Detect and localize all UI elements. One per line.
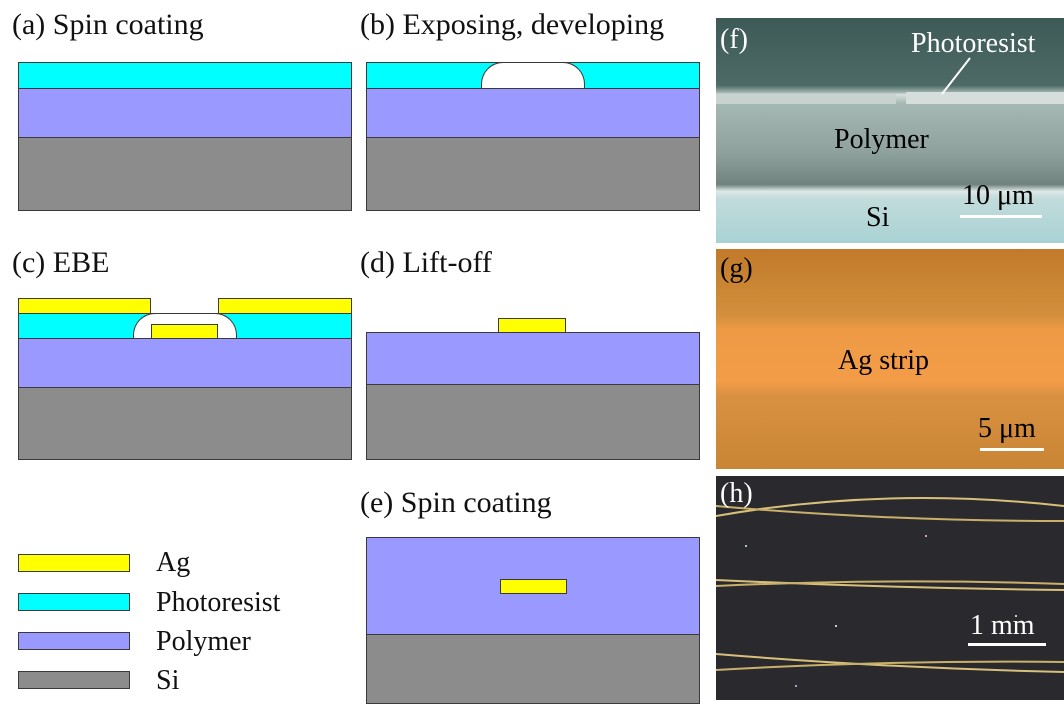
photo-h-strips [716, 497, 1064, 687]
si-substrate [366, 634, 700, 704]
pointer-arrow [941, 57, 971, 95]
photo-f-si-label: Si [866, 202, 890, 233]
legend-swatch-photoresist [18, 593, 130, 611]
si-substrate [366, 384, 700, 460]
photo-f-polymer-label: Polymer [834, 124, 929, 155]
photo-g-tag: (g) [720, 253, 753, 284]
legend-swatch-si [18, 671, 130, 689]
photo-g-scale-label: 5 μm [978, 413, 1036, 444]
photo-h-tag: (h) [720, 478, 753, 509]
photoresist-stripe-left [716, 94, 896, 104]
legend-label-polymer: Polymer [156, 626, 251, 657]
photo-h-scale-bar [968, 643, 1046, 646]
si-substrate [18, 137, 352, 211]
si-substrate [366, 137, 700, 211]
photo-f-cross-section: (f) Photoresist Polymer Si 10 μm [716, 18, 1064, 243]
legend-label-photoresist: Photoresist [156, 587, 281, 618]
photo-h-dark-field: (h) 1 mm [716, 476, 1064, 700]
photo-g-ag-strip: (g) Ag strip 5 μm [716, 249, 1064, 469]
panel-c-title: (c) EBE [12, 246, 110, 279]
polymer-layer [18, 88, 352, 139]
ag-layer-left [18, 298, 151, 314]
polymer-layer [18, 338, 352, 389]
photo-f-scale-bar [960, 215, 1042, 218]
photo-g-strip-label: Ag strip [838, 345, 929, 376]
photo-f-scale-label: 10 μm [962, 180, 1034, 211]
legend-swatch-polymer [18, 632, 130, 650]
photo-h-scale-label: 1 mm [970, 610, 1035, 641]
photoresist-stripe-right [906, 92, 1064, 104]
panel-b-title: (b) Exposing, developing [360, 8, 665, 41]
panel-d-title: (d) Lift-off [360, 246, 492, 279]
panel-a-title: (a) Spin coating [12, 8, 204, 41]
polymer-layer [366, 88, 700, 139]
photo-f-photoresist-label: Photoresist [911, 28, 1036, 59]
panel-e-title: (e) Spin coating [360, 486, 552, 519]
photoresist-layer [18, 62, 352, 90]
polymer-layer [366, 332, 700, 386]
photo-f-tag: (f) [720, 24, 748, 55]
si-substrate [18, 387, 352, 460]
legend-swatch-ag [18, 554, 130, 572]
developed-opening [481, 62, 585, 89]
legend-label-si: Si [156, 665, 180, 696]
ag-strip [151, 324, 218, 339]
photo-g-scale-bar [980, 448, 1044, 451]
ag-strip-embedded [500, 579, 567, 594]
legend-label-ag: Ag [156, 547, 191, 578]
ag-layer-right [218, 298, 352, 314]
